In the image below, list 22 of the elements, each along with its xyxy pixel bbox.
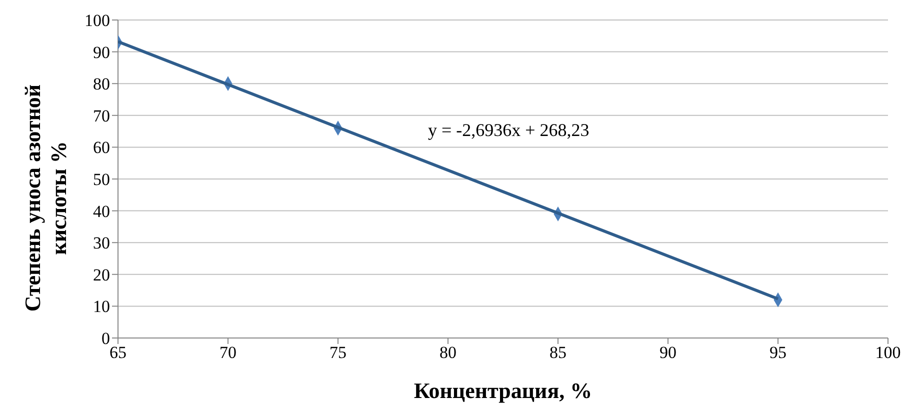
x-axis-title: Концентрация, % [414, 378, 592, 403]
y-tick-label: 100 [84, 11, 110, 30]
x-tick-label: 80 [440, 343, 456, 362]
x-tick-label: 100 [875, 343, 901, 362]
x-tick-label: 70 [220, 343, 236, 362]
y-tick-label: 80 [93, 74, 110, 94]
y-tick-label: 90 [93, 42, 110, 62]
y-tick-label: 50 [93, 170, 110, 190]
y-tick-label: 40 [93, 202, 110, 221]
annotation: y = -2,6936x + 268,23 [428, 120, 590, 141]
y-tick-label: 70 [93, 106, 110, 126]
y-tick-label: 60 [93, 138, 110, 158]
x-tick-label: 90 [660, 343, 676, 362]
y-tick-label: 10 [93, 297, 110, 316]
x-tick-label: 85 [550, 343, 566, 362]
y-tick-label: 0 [102, 329, 110, 348]
y-tick-label: 30 [93, 234, 110, 253]
x-tick-label: 65 [110, 343, 126, 362]
y-tick-label: 20 [93, 265, 110, 284]
y-axis-title: Степень уноса азотной кислоты % [20, 84, 71, 312]
x-tick-label: 95 [770, 343, 786, 362]
x-tick-label: 75 [330, 343, 346, 362]
